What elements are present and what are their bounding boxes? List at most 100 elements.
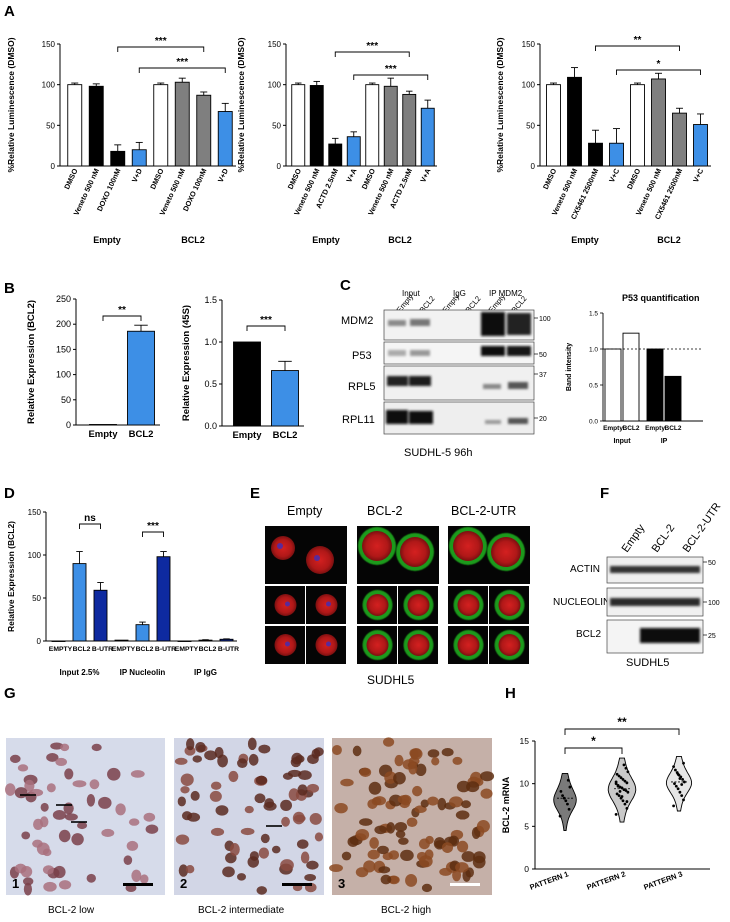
data-point xyxy=(566,802,569,806)
panel-letter-F: F xyxy=(600,485,609,502)
y-tick-label: 0.0 xyxy=(589,419,598,426)
data-point xyxy=(622,788,626,792)
bar xyxy=(198,639,213,642)
blot-marker: 50 xyxy=(539,352,547,359)
ihc-nucleus xyxy=(72,780,87,788)
ihc-nucleus xyxy=(340,778,354,787)
data-point xyxy=(672,765,675,768)
chart-D: 0 50 100 150 Relative Expression (BCL2) EMPTY… xyxy=(6,508,239,677)
panel-letter-H: H xyxy=(505,685,516,702)
y-axis-label: Relative Expression (BCL2) xyxy=(6,521,16,632)
ihc-nucleus xyxy=(297,784,308,796)
group-label: IP xyxy=(661,438,668,445)
ihc-nucleus xyxy=(123,855,133,866)
data-point xyxy=(676,772,680,776)
ihc-nucleus xyxy=(64,813,78,821)
panel-letter-B: B xyxy=(4,280,15,297)
significance-bracket xyxy=(334,51,410,57)
ihc-nucleus xyxy=(209,790,222,802)
ihc-nucleus xyxy=(388,850,400,860)
ihc-nucleus xyxy=(240,827,255,836)
bar xyxy=(420,107,435,167)
ihc-nucleus xyxy=(86,873,96,883)
data-point xyxy=(625,781,629,785)
if-nucleus xyxy=(457,594,480,616)
ihc-nucleus xyxy=(314,832,324,842)
bar xyxy=(131,149,147,167)
y-tick-label: 150 xyxy=(522,40,536,49)
ihc-nucleus xyxy=(456,840,469,853)
significance-bracket xyxy=(102,315,142,321)
x-tick-label: BCL2 xyxy=(129,429,154,440)
ihc-nucleus xyxy=(456,780,471,793)
if-nucleus xyxy=(498,594,521,616)
ihc-nucleus xyxy=(22,877,34,886)
blot-lane-label: BCL-2 xyxy=(650,522,678,554)
y-tick-label: 5 xyxy=(524,821,529,831)
ihc-nucleus xyxy=(39,816,49,828)
ihc-nucleus xyxy=(115,803,126,816)
ihc-nucleus xyxy=(405,873,418,887)
x-tick-label: PATTERN 2 xyxy=(585,869,626,891)
ihc-nucleus xyxy=(441,842,454,853)
bar xyxy=(604,348,622,422)
if-caption: SUDHL5 xyxy=(367,673,415,687)
ihc-nucleus xyxy=(187,812,201,822)
x-tick-label: BCL2 xyxy=(199,646,217,653)
blot-marker: 37 xyxy=(539,372,547,379)
panel-letter-G: G xyxy=(4,685,16,702)
chart-A1: 0 50 100 150 %Relative Luminescence (DMSO) DM… xyxy=(6,36,236,245)
ihc-nucleus xyxy=(50,742,64,750)
data-point xyxy=(617,794,621,798)
ihc-nucleus xyxy=(190,790,200,801)
y-tick-label: 150 xyxy=(28,508,42,517)
x-tick-label: B-UTR xyxy=(92,646,113,653)
ihc-nucleus xyxy=(367,849,380,860)
ihc-nucleus xyxy=(77,821,88,830)
chart-B1: 0 50 100 150 200 250 Relative Expression (BCL2… xyxy=(26,294,160,440)
y-tick-label: 0.5 xyxy=(589,383,598,390)
ihc-nucleus xyxy=(258,847,270,859)
ihc-nucleus xyxy=(306,783,320,793)
blot-marker: 25 xyxy=(708,633,716,640)
blot-marker: 100 xyxy=(539,316,551,323)
ihc-nucleus xyxy=(180,786,190,794)
data-point xyxy=(682,761,685,765)
group-label: Empty xyxy=(312,235,340,245)
ihc-nucleus xyxy=(394,821,408,832)
ihc-nucleus xyxy=(393,772,406,785)
panel-letter-C: C xyxy=(340,277,351,294)
bar xyxy=(546,84,561,167)
ihc-nucleus xyxy=(101,828,115,837)
ihc-nucleus xyxy=(355,828,370,841)
x-tick-label: DMSO xyxy=(62,167,80,191)
x-tick-label: EMPTY xyxy=(49,646,73,653)
panel-letter-A: A xyxy=(4,3,15,20)
ihc-nucleus xyxy=(461,851,476,862)
ihc-nucleus xyxy=(175,834,190,845)
data-point xyxy=(678,790,682,794)
x-tick-label: BCL2 xyxy=(73,646,91,653)
x-tick-label: DMSO xyxy=(360,167,378,191)
x-tick-label: EMPTY xyxy=(112,646,136,653)
bar xyxy=(135,624,150,642)
if-nucleus xyxy=(498,634,521,656)
y-tick-label: 100 xyxy=(56,370,71,380)
significance-bracket xyxy=(616,69,701,75)
ihc-nucleus xyxy=(256,886,268,895)
if-nucleolus xyxy=(285,641,290,647)
significance-label: *** xyxy=(260,315,272,326)
data-point xyxy=(562,796,566,800)
data-point xyxy=(559,789,563,793)
if-nucleus xyxy=(407,634,430,656)
y-tick-label: 50 xyxy=(526,121,535,130)
bar xyxy=(346,136,361,167)
group-label: BCL2 xyxy=(181,235,205,245)
scale-bar xyxy=(450,883,480,886)
data-point xyxy=(672,804,675,808)
significance-label: *** xyxy=(155,36,167,47)
blot-marker: 20 xyxy=(539,416,547,423)
y-tick-label: 150 xyxy=(268,40,282,49)
data-point xyxy=(676,787,680,791)
ihc-nucleus xyxy=(380,874,392,885)
